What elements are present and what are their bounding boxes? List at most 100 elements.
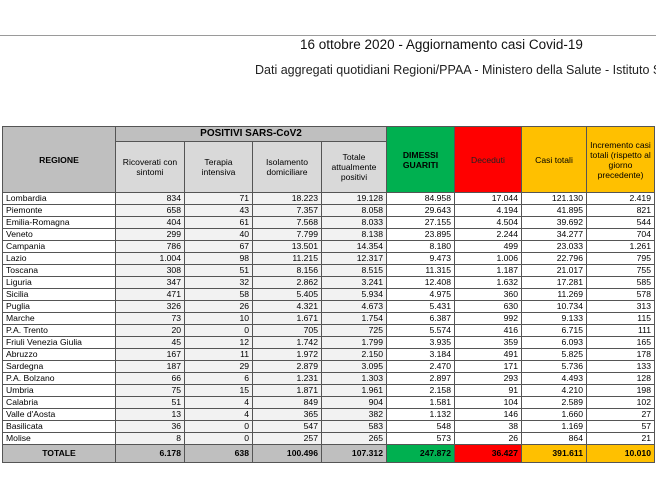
totale-positivi-cell: 8.058 [321,204,387,217]
incremento-cell: 165 [586,336,655,349]
total-terapia: 638 [184,444,253,463]
casi-totali-cell: 4.210 [521,384,587,397]
terapia-cell: 29 [184,360,253,373]
ricoverati-cell: 308 [115,264,185,277]
terapia-cell: 4 [184,396,253,409]
incremento-cell: 313 [586,300,655,313]
isolamento-cell: 1.972 [252,348,322,361]
casi-totali-cell: 121.130 [521,192,587,205]
casi-totali-cell: 2.589 [521,396,587,409]
deceduti-cell: 1.187 [454,264,522,277]
totale-positivi-cell: 1.303 [321,372,387,385]
terapia-cell: 61 [184,216,253,229]
header-deceduti: Deceduti [454,126,522,193]
table-row: Toscana 308 51 8.156 8.515 11.315 1.187 21.017 7… [2,264,655,277]
region-cell: Molise [2,432,116,445]
region-cell: Puglia [2,300,116,313]
header-region: REGIONE [2,126,116,193]
isolamento-cell: 13.501 [252,240,322,253]
deceduti-cell: 1.006 [454,252,522,265]
totale-positivi-cell: 19.128 [321,192,387,205]
region-cell: Marche [2,312,116,325]
region-cell: Veneto [2,228,116,241]
totale-positivi-cell: 1.754 [321,312,387,325]
terapia-cell: 71 [184,192,253,205]
casi-totali-cell: 41.895 [521,204,587,217]
terapia-cell: 6 [184,372,253,385]
deceduti-cell: 2.244 [454,228,522,241]
dimessi-cell: 2.897 [386,372,455,385]
incremento-cell: 755 [586,264,655,277]
table-row: Sicilia 471 58 5.405 5.934 4.975 360 11.269 578 [2,288,655,301]
deceduti-cell: 491 [454,348,522,361]
dimessi-cell: 11.315 [386,264,455,277]
incremento-cell: 27 [586,408,655,421]
casi-totali-cell: 864 [521,432,587,445]
deceduti-cell: 104 [454,396,522,409]
terapia-cell: 0 [184,420,253,433]
deceduti-cell: 992 [454,312,522,325]
dimessi-cell: 84.958 [386,192,455,205]
isolamento-cell: 8.156 [252,264,322,277]
region-cell: Campania [2,240,116,253]
deceduti-cell: 38 [454,420,522,433]
dimessi-cell: 23.895 [386,228,455,241]
terapia-cell: 4 [184,408,253,421]
casi-totali-cell: 23.033 [521,240,587,253]
region-cell: Liguria [2,276,116,289]
dimessi-cell: 27.155 [386,216,455,229]
totale-positivi-cell: 8.138 [321,228,387,241]
incremento-cell: 102 [586,396,655,409]
incremento-cell: 128 [586,372,655,385]
table-row: Liguria 347 32 2.862 3.241 12.408 1.632 17.281 5… [2,276,655,289]
region-cell: Piemonte [2,204,116,217]
ricoverati-cell: 75 [115,384,185,397]
casi-totali-cell: 11.269 [521,288,587,301]
totale-positivi-cell: 265 [321,432,387,445]
totale-positivi-cell: 12.317 [321,252,387,265]
incremento-cell: 578 [586,288,655,301]
terapia-cell: 40 [184,228,253,241]
casi-totali-cell: 6.715 [521,324,587,337]
ricoverati-cell: 20 [115,324,185,337]
ricoverati-cell: 1.004 [115,252,185,265]
casi-totali-cell: 5.825 [521,348,587,361]
region-cell: Abruzzo [2,348,116,361]
table-row: Veneto 299 40 7.799 8.138 23.895 2.244 34.277 70… [2,228,655,241]
dimessi-cell: 2.470 [386,360,455,373]
totale-positivi-cell: 382 [321,408,387,421]
totale-positivi-cell: 5.934 [321,288,387,301]
terapia-cell: 10 [184,312,253,325]
isolamento-cell: 1.231 [252,372,322,385]
totale-positivi-cell: 1.961 [321,384,387,397]
isolamento-cell: 18.223 [252,192,322,205]
totale-positivi-cell: 8.515 [321,264,387,277]
casi-totali-cell: 17.281 [521,276,587,289]
casi-totali-cell: 6.093 [521,336,587,349]
ricoverati-cell: 299 [115,228,185,241]
table-row: Emilia-Romagna 404 61 7.568 8.033 27.155 4.504… [2,216,655,229]
region-cell: Basilicata [2,420,116,433]
deceduti-cell: 630 [454,300,522,313]
isolamento-cell: 2.879 [252,360,322,373]
total-ricoverati: 6.178 [115,444,185,463]
casi-totali-cell: 1.169 [521,420,587,433]
deceduti-cell: 171 [454,360,522,373]
dimessi-cell: 29.643 [386,204,455,217]
region-cell: Toscana [2,264,116,277]
total-incremento: 10.010 [586,444,655,463]
total-positivi: 107.312 [321,444,387,463]
deceduti-cell: 499 [454,240,522,253]
isolamento-cell: 365 [252,408,322,421]
ricoverati-cell: 36 [115,420,185,433]
header-ricoverati: Ricoverati con sintomi [115,141,185,193]
header-isolamento: Isolamento domiciliare [252,141,322,193]
terapia-cell: 0 [184,324,253,337]
incremento-cell: 585 [586,276,655,289]
ricoverati-cell: 73 [115,312,185,325]
table-row: Basilicata 36 0 547 583 548 38 1.169 57 [2,420,655,433]
total-label: TOTALE [2,444,116,463]
incremento-cell: 115 [586,312,655,325]
dimessi-cell: 1.581 [386,396,455,409]
ricoverati-cell: 8 [115,432,185,445]
